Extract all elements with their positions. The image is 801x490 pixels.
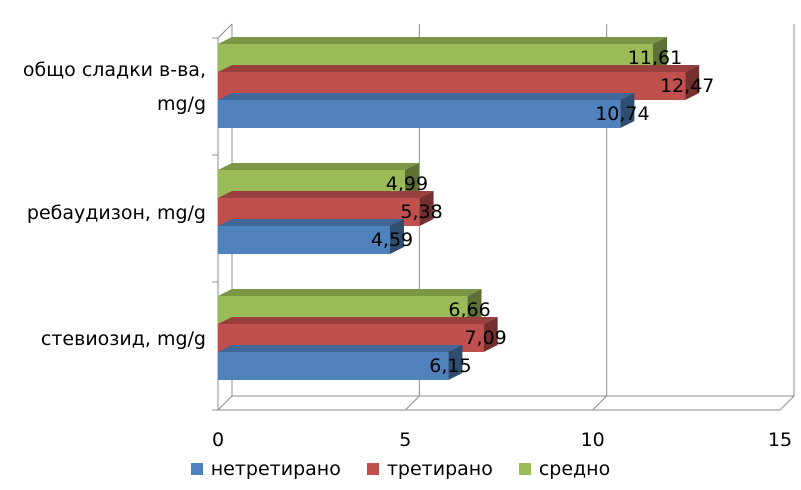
bar-side-face — [448, 345, 463, 380]
data-label: 12,47 — [660, 75, 714, 97]
bar-side-face — [685, 65, 700, 100]
x-tick-label: 5 — [399, 429, 411, 451]
data-label: 6,66 — [448, 299, 490, 321]
bar — [218, 100, 621, 128]
legend-item-untreated: нетретирано — [190, 458, 341, 480]
bar-top-face — [218, 37, 667, 44]
legend-swatch-average — [518, 463, 531, 475]
legend-label-average: средно — [538, 458, 611, 480]
bar — [218, 352, 449, 380]
floor-gridline — [404, 395, 420, 411]
category-label: стевиозид, mg/g — [41, 328, 206, 350]
category-label: общо сладки в-ва, — [23, 59, 206, 81]
data-label: 10,74 — [595, 103, 649, 125]
data-label: 7,09 — [464, 327, 506, 349]
bar-top-face — [218, 219, 404, 226]
bar-top-face — [218, 317, 498, 324]
data-label: 4,59 — [371, 229, 413, 251]
floor-gridline — [779, 395, 795, 411]
bar-side-face — [389, 219, 404, 254]
bar — [218, 226, 390, 254]
x-tick-label: 10 — [581, 429, 605, 451]
bar-top-face — [218, 163, 419, 170]
bar-top-face — [218, 93, 635, 100]
legend: нетретирано третирано средно — [0, 454, 801, 484]
bar-side-face — [419, 191, 434, 226]
bar-top-face — [218, 345, 463, 352]
legend-item-average: средно — [518, 458, 611, 480]
x-tick-label: 0 — [212, 429, 224, 451]
data-label: 5,38 — [400, 201, 442, 223]
category-label: ребаудизон, mg/g — [27, 202, 206, 224]
side-wall-top — [217, 23, 233, 39]
bar-top-face — [218, 289, 482, 296]
floor-gridline — [217, 395, 233, 411]
legend-label-treated: третирано — [386, 458, 493, 480]
data-label: 4,99 — [386, 173, 428, 195]
data-label: 6,15 — [429, 355, 471, 377]
bar-side-face — [620, 93, 635, 128]
x-tick-label: 15 — [768, 429, 792, 451]
data-label: 11,61 — [628, 47, 682, 69]
legend-item-treated: третирано — [366, 458, 493, 480]
bar-side-face — [404, 163, 419, 198]
category-label: mg/g — [157, 93, 206, 115]
bar-top-face — [218, 65, 700, 72]
floor-gridline — [592, 395, 608, 411]
legend-swatch-treated — [366, 463, 379, 475]
bar-side-face — [467, 289, 482, 324]
legend-swatch-untreated — [190, 463, 203, 475]
legend-label-untreated: нетретирано — [210, 458, 341, 480]
bar-side-face — [652, 37, 667, 72]
bar-side-face — [483, 317, 498, 352]
bar-top-face — [218, 191, 434, 198]
